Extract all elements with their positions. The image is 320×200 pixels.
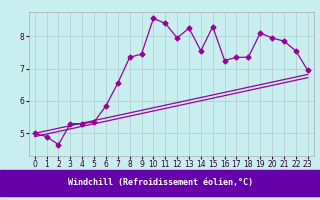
Text: Windchill (Refroidissement éolien,°C): Windchill (Refroidissement éolien,°C) [68, 178, 252, 188]
